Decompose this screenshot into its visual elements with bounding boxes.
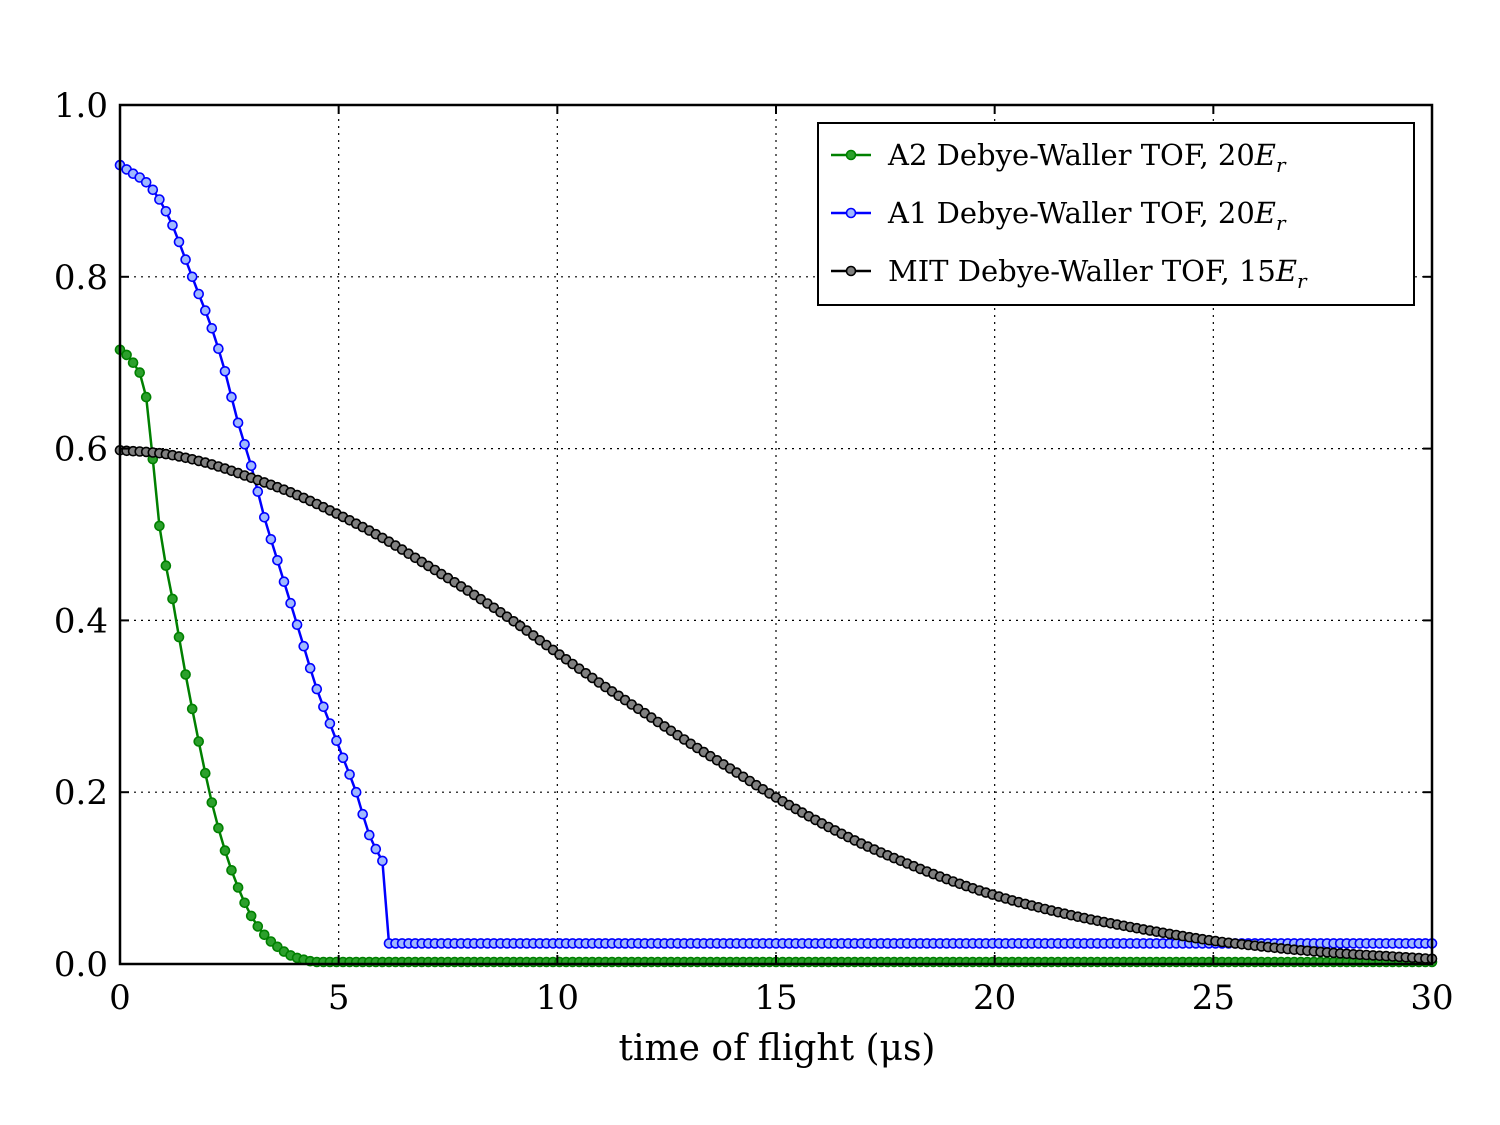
- series-1-point-9: [173, 236, 185, 248]
- series-1-point-27: [291, 619, 303, 631]
- series-1-point-35: [344, 769, 355, 780]
- legend-label-sub-0: r: [1276, 153, 1287, 177]
- series-0-point-12: [193, 736, 204, 747]
- y-tick-label-1: 0.2: [54, 773, 108, 813]
- x-tick-label-5: 25: [1192, 978, 1235, 1018]
- legend-label-main-0: A2 Debye-Waller TOF, 20: [887, 138, 1255, 172]
- series-0-point-20: [245, 910, 257, 922]
- series-0-point-19: [239, 897, 250, 909]
- legend-label-1: A1 Debye-Waller TOF, 20Er: [887, 196, 1287, 235]
- series-0-point-18: [232, 882, 244, 893]
- x-tick-label-4: 20: [973, 978, 1016, 1018]
- series-1-point-29: [304, 662, 316, 674]
- series-1-point-7: [160, 206, 172, 217]
- series-0-point-8: [167, 593, 178, 605]
- series-0-point-11: [186, 703, 198, 715]
- legend-label-0: A2 Debye-Waller TOF, 20Er: [887, 138, 1287, 177]
- x-axis-label: time of flight (μs): [619, 1028, 936, 1069]
- x-tick-label-2: 10: [536, 978, 579, 1018]
- x-tick-label-3: 15: [754, 978, 797, 1018]
- series-1-point-11: [186, 271, 198, 283]
- series-1-point-18: [232, 417, 244, 429]
- series-1-point-40: [377, 855, 388, 867]
- tick-labels: 0 5 10 15 20 25 30 0.0 0.2 0.4 0.6 0.8 1.0: [54, 86, 1454, 1018]
- series-0-point-1: [121, 349, 132, 361]
- y-tick-label-5: 1.0: [54, 86, 108, 126]
- series-1-point-17: [226, 391, 237, 403]
- series-1-point-4: [140, 177, 152, 188]
- legend-box: [817, 122, 1415, 306]
- legend-label-e-1: E: [1254, 196, 1276, 230]
- series-0-point-7: [160, 560, 172, 572]
- series-1-point-34: [337, 752, 349, 764]
- series-1-point-25: [278, 576, 290, 588]
- series-0-point-2: [127, 357, 139, 369]
- series-1-point-10: [180, 254, 191, 265]
- legend-label-sub-1: r: [1276, 211, 1287, 235]
- series-1-point-33: [331, 735, 342, 747]
- series-0-point-17: [226, 864, 237, 876]
- legend-label-e-0: E: [1254, 138, 1276, 172]
- series-1-point-39: [370, 843, 382, 855]
- legend-label-2: MIT Debye-Waller TOF, 15Er: [888, 254, 1308, 293]
- legend-label-main-1: A1 Debye-Waller TOF, 20: [887, 196, 1255, 230]
- series-1-point-19: [239, 438, 250, 450]
- legend-marker-1: [845, 207, 857, 219]
- series-0-point-22: [258, 929, 270, 941]
- legend-marker-0: [845, 149, 857, 161]
- series-1-point-20: [245, 460, 257, 472]
- y-tick-label-2: 0.4: [54, 601, 108, 641]
- series-0-point-21: [252, 921, 264, 932]
- series-1-point-32: [324, 718, 336, 729]
- series-1-point-6: [154, 194, 165, 205]
- series-1-point-5: [147, 184, 159, 196]
- series-1-point-38: [363, 829, 375, 841]
- series-0-point-14: [206, 797, 218, 808]
- series-1-point-28: [298, 640, 310, 652]
- y-tick-label-0: 0.0: [54, 945, 108, 985]
- y-tick-label-4: 0.8: [54, 258, 108, 298]
- x-tick-label-0: 0: [109, 978, 131, 1018]
- series-1-point-24: [272, 554, 283, 566]
- ticks: [119, 104, 1433, 965]
- series-1-point-26: [285, 597, 296, 609]
- series-1-point-21: [252, 486, 264, 497]
- series-0-point-16: [219, 845, 231, 856]
- series-1-point-23: [265, 533, 277, 545]
- series-0-point-3: [134, 367, 145, 378]
- series-0-point-4: [140, 391, 152, 403]
- series-1-point-13: [200, 305, 211, 316]
- legend-marker-2: [845, 265, 857, 277]
- x-tick-label-1: 5: [328, 978, 350, 1018]
- legend-label-e-2: E: [1275, 254, 1297, 288]
- x-tick-label-6: 30: [1410, 978, 1453, 1018]
- series-1-point-31: [318, 701, 329, 713]
- series-1-point-37: [357, 808, 369, 820]
- series-1-point-22: [258, 511, 270, 523]
- series-0-point-10: [180, 669, 191, 680]
- series-1-point-15: [213, 343, 224, 355]
- legend-label-main-2: MIT Debye-Waller TOF, 15: [888, 254, 1276, 288]
- grid: [120, 105, 1432, 964]
- series-0-point-6: [154, 520, 165, 532]
- series-1-point-16: [219, 365, 231, 377]
- y-tick-label-3: 0.6: [54, 430, 108, 470]
- series-1-point-14: [206, 322, 218, 334]
- series-1-point-30: [311, 683, 323, 695]
- series-0-point-15: [213, 822, 224, 834]
- series-0-point-9: [173, 631, 185, 643]
- series-0-point-13: [200, 767, 211, 779]
- series-1-point-8: [167, 220, 178, 231]
- series-1-point-36: [350, 786, 362, 798]
- series-1-point-12: [193, 288, 204, 300]
- legend-label-sub-2: r: [1297, 269, 1308, 293]
